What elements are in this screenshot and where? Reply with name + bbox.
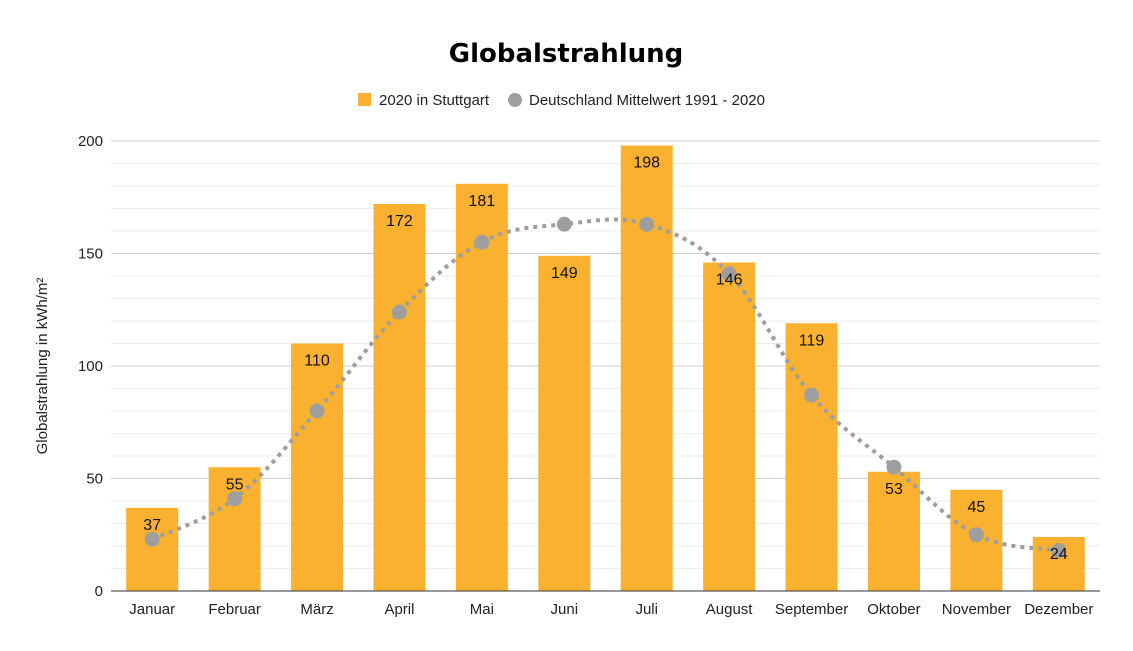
bar xyxy=(867,471,920,591)
average-point xyxy=(968,527,984,543)
bar-data-label: 110 xyxy=(304,353,330,370)
bar-data-label: 181 xyxy=(469,193,496,210)
bar xyxy=(208,467,261,591)
y-tick-labels: 0 50 100 150 200 xyxy=(78,133,103,600)
bar xyxy=(703,262,756,591)
bar-data-label: 119 xyxy=(799,332,825,349)
average-point xyxy=(556,216,572,232)
bar-data-label: 37 xyxy=(143,517,161,534)
x-tick-label: Oktober xyxy=(867,601,920,618)
bar xyxy=(538,255,591,591)
legend-label-line: Deutschland Mittelwert 1991 - 2020 xyxy=(529,92,765,109)
x-tick-label: November xyxy=(942,601,1011,618)
average-point xyxy=(474,234,490,250)
average-point xyxy=(1051,543,1067,558)
legend-label-bar: 2020 in Stuttgart xyxy=(379,92,490,109)
legend-swatch-line xyxy=(508,93,522,107)
y-axis-label: Globalstrahlung in kWh/m² xyxy=(34,278,51,455)
x-tick-label: September xyxy=(775,601,848,618)
bar-data-label: 24 xyxy=(1050,546,1068,563)
y-tick-label: 50 xyxy=(86,471,103,488)
chart-title: Globalstrahlung xyxy=(449,39,684,69)
x-tick-label: August xyxy=(706,601,754,618)
average-point xyxy=(721,266,737,282)
x-tick-label: Mai xyxy=(470,601,494,618)
bar-data-label: 149 xyxy=(551,265,578,282)
bar-data-label: 198 xyxy=(633,155,660,172)
average-point xyxy=(886,459,902,475)
x-tick-label: Juli xyxy=(635,601,658,618)
y-tick-label: 100 xyxy=(78,358,103,375)
x-tick-label: März xyxy=(300,601,333,618)
y-tick-label: 200 xyxy=(78,133,103,150)
legend: 2020 in Stuttgart Deutschland Mittelwert… xyxy=(358,92,765,109)
average-point xyxy=(144,531,160,547)
x-tick-label: April xyxy=(384,601,414,618)
bar-data-label: 53 xyxy=(885,481,903,498)
x-tick-label: Februar xyxy=(208,601,261,618)
bar xyxy=(373,204,426,591)
x-tick-label: Januar xyxy=(129,601,175,618)
x-tick-labels: Januar Februar März April Mai Juni Juli August S… xyxy=(129,601,1093,618)
average-point xyxy=(309,403,325,419)
bar-data-labels: 37 55 110 172 181 149 198 146 119 53 45 24 xyxy=(143,155,1067,564)
bar xyxy=(785,323,838,591)
bar xyxy=(455,183,508,591)
x-tick-label: Dezember xyxy=(1024,601,1093,618)
y-tick-label: 150 xyxy=(78,246,103,263)
x-tick-label: Juni xyxy=(551,601,579,618)
average-point xyxy=(804,387,820,403)
average-point xyxy=(227,491,243,507)
average-line-series xyxy=(144,216,1067,558)
bar-data-label: 146 xyxy=(716,272,743,289)
bar-data-label: 172 xyxy=(386,213,413,230)
average-point xyxy=(391,304,407,320)
bar-data-label: 45 xyxy=(967,499,985,516)
legend-swatch-bar xyxy=(358,93,371,106)
average-point xyxy=(639,216,655,232)
y-tick-label: 0 xyxy=(95,583,103,600)
bar xyxy=(291,343,344,591)
bar xyxy=(620,145,673,591)
bars xyxy=(126,145,1085,591)
gridlines xyxy=(111,140,1100,569)
bar xyxy=(126,507,179,591)
bar-data-label: 55 xyxy=(226,476,244,493)
